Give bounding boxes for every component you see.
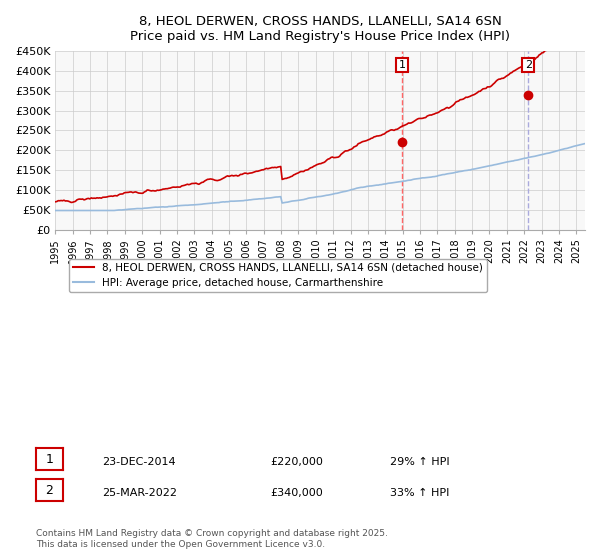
Text: £220,000: £220,000 [270,457,323,467]
Title: 8, HEOL DERWEN, CROSS HANDS, LLANELLI, SA14 6SN
Price paid vs. HM Land Registry': 8, HEOL DERWEN, CROSS HANDS, LLANELLI, S… [130,15,510,43]
Text: 2: 2 [524,60,532,70]
Text: £340,000: £340,000 [270,488,323,498]
Text: 1: 1 [46,452,53,466]
Text: 2: 2 [46,483,53,497]
Legend: 8, HEOL DERWEN, CROSS HANDS, LLANELLI, SA14 6SN (detached house), HPI: Average p: 8, HEOL DERWEN, CROSS HANDS, LLANELLI, S… [68,259,487,292]
Text: 33% ↑ HPI: 33% ↑ HPI [390,488,449,498]
Text: Contains HM Land Registry data © Crown copyright and database right 2025.
This d: Contains HM Land Registry data © Crown c… [36,529,388,549]
Text: 29% ↑ HPI: 29% ↑ HPI [390,457,449,467]
Text: 25-MAR-2022: 25-MAR-2022 [102,488,177,498]
Text: 23-DEC-2014: 23-DEC-2014 [102,457,176,467]
Text: 1: 1 [398,60,406,70]
